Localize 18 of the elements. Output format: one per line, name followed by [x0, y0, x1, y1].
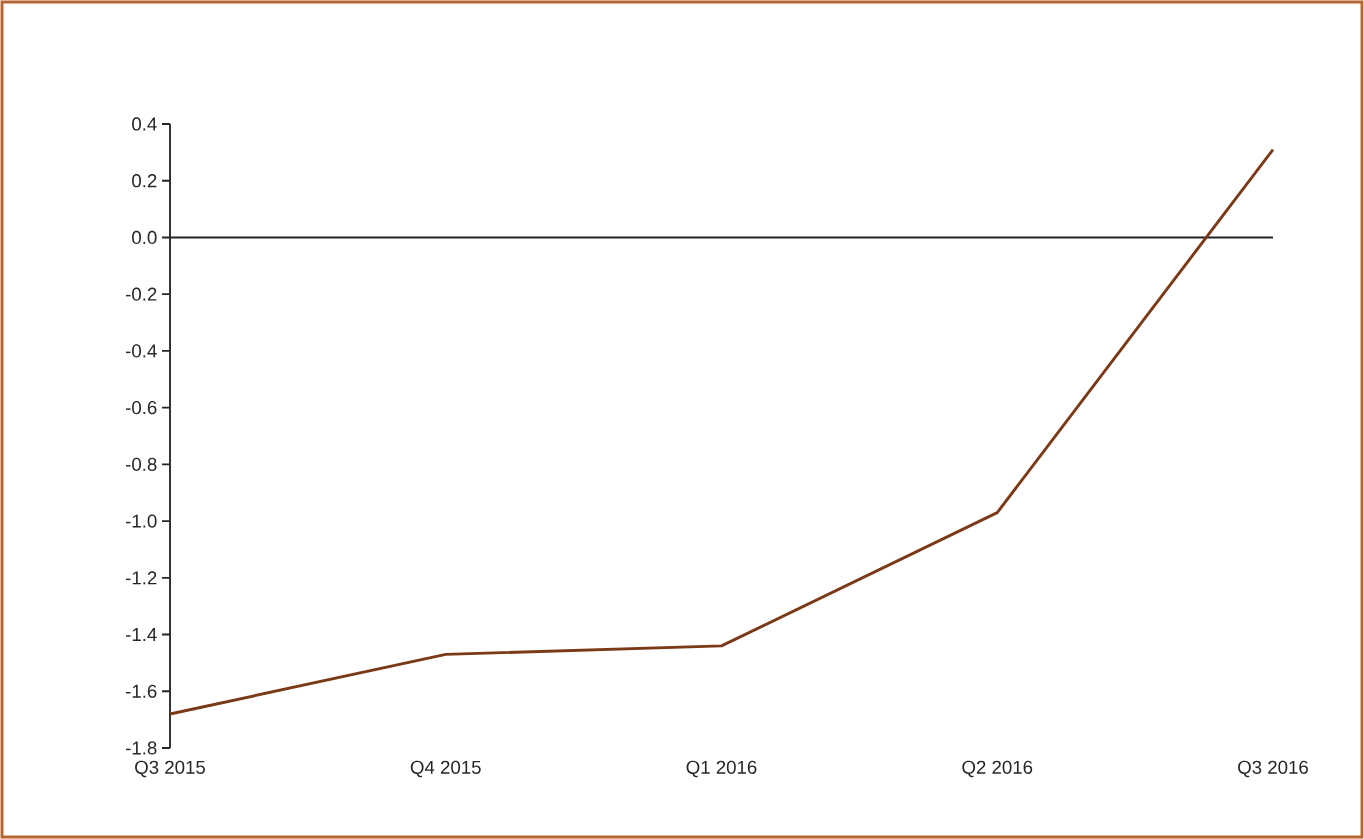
x-tick-label: Q3 2016 — [1238, 760, 1308, 778]
x-tick-label: Q2 2016 — [962, 760, 1033, 778]
x-tick-label: Q1 2016 — [686, 760, 757, 778]
y-tick-label: -1.6 — [125, 684, 157, 698]
y-tick-label: -1.2 — [125, 571, 157, 585]
x-tick-label: Q3 2015 — [135, 760, 206, 778]
y-tick-label: -0.2 — [125, 287, 157, 301]
line-series — [168, 148, 1275, 716]
y-tick-label: -1.0 — [125, 514, 157, 528]
y-tick-label: -1.4 — [125, 628, 157, 641]
y-tick-label: -1.8 — [125, 741, 157, 755]
y-tick-label: 0.2 — [132, 174, 157, 188]
y-tick-label: -0.4 — [125, 344, 157, 358]
y-tick-label: 0.0 — [132, 230, 157, 245]
y-tick-label: -0.6 — [125, 401, 157, 415]
y-tick-label: -0.8 — [125, 457, 157, 471]
y-tick-label: 0.4 — [132, 117, 157, 131]
x-tick-label: Q4 2015 — [410, 760, 481, 778]
